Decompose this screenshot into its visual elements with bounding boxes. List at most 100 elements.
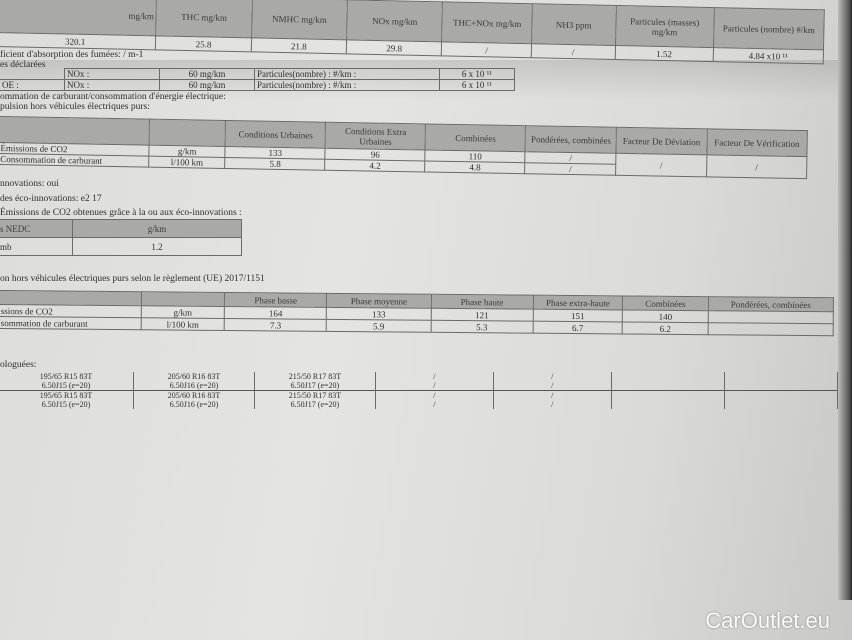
column-header: Facteur De Déviation: [616, 127, 708, 155]
value-cell: [707, 310, 834, 324]
tyre-empty-cell: [723, 381, 839, 391]
value-cell: 6.7: [532, 321, 623, 334]
tyre-row: 6.50J15 (e=20) 6.50J16 (e=20) 6.50J17 (e=2…: [0, 381, 839, 391]
tyre-empty-cell: [723, 372, 839, 381]
value-cell: 5.3: [430, 320, 533, 334]
column-header: Particules (nombre) #/km: [713, 7, 825, 50]
deviation-factor: /: [615, 153, 707, 177]
tyre-row: 6.50J15 (e=20) 6.50J16 (e=20) 6.50J17 (e=2…: [0, 400, 839, 409]
column-header: Pondérées, combinées: [525, 125, 617, 154]
value-cell: 1.52: [614, 45, 714, 62]
verification-factor: /: [706, 154, 807, 179]
column-header: Combinées: [622, 295, 709, 311]
row-prefix: [0, 68, 65, 80]
tyres-heading: ologuées:: [0, 360, 37, 370]
column-header: mg/km: [0, 0, 157, 36]
eco-cell: mb: [0, 237, 73, 256]
nox-label: NOx :: [64, 68, 160, 80]
value-cell: 4.8: [424, 160, 526, 174]
eco-co2-text: Émissions de CO2 obtenues grâce à la ou …: [0, 208, 242, 218]
pn-value: 6 x 10 ¹¹: [439, 68, 515, 80]
propulsion-heading: pulsion hors véhicules électriques purs:: [0, 102, 150, 112]
wltp-heading: on hors véhicules électriques purs selon…: [0, 274, 265, 284]
column-header: NH3 ppm: [531, 3, 616, 46]
tyre-row: 195/65 R15 83T 205/60 R16 83T 215/50 R17 8…: [0, 372, 839, 381]
tyre-cell: 6.50J16 (e=20): [133, 381, 255, 391]
tyre-cell: /: [492, 400, 612, 409]
tyre-cell: /: [374, 390, 494, 400]
tyre-cell: 215/50 R17 83T: [253, 390, 376, 400]
row-label: Consommation de carburant: [0, 153, 149, 168]
eco-cell: 1.2: [72, 237, 242, 256]
nox-label: NOx :: [64, 79, 160, 91]
tyre-empty-cell: [610, 372, 725, 381]
value-cell: /: [531, 43, 616, 60]
value-cell: [707, 322, 834, 336]
pn-label: Particules(nombre) : #/km :: [254, 68, 440, 80]
column-header: Phase haute: [431, 294, 534, 310]
value-cell: 6.2: [622, 321, 708, 335]
column-header: [141, 291, 225, 307]
tyre-cell: /: [492, 372, 612, 381]
tyre-cell: 215/50 R17 83T: [253, 372, 376, 381]
tyre-cell: /: [374, 400, 494, 409]
eco-code-text: des éco-innovations: e2 17: [0, 194, 102, 204]
column-header: THC+NOx mg/km: [442, 1, 533, 44]
value-cell: 7.3: [224, 318, 327, 332]
declared-values-heading: es déclarées: [0, 60, 46, 70]
tyre-cell: 195/65 R15 83T: [0, 390, 135, 400]
tyre-cell: 6.50J17 (e=20): [253, 400, 376, 409]
nox-value: 60 mg/km: [159, 79, 255, 91]
tyre-empty-cell: [723, 390, 839, 400]
tyre-empty-cell: [610, 381, 725, 391]
tyre-empty-cell: [610, 400, 725, 409]
tyre-cell: 6.50J16 (e=20): [133, 400, 255, 409]
column-header: NOx mg/km: [346, 0, 443, 42]
column-header: Facteur De Vérification: [706, 128, 808, 157]
tyre-cell: 205/60 R16 83T: [133, 390, 255, 400]
tyre-cell: /: [374, 372, 494, 381]
row-prefix: OE :: [0, 79, 65, 91]
column-header: [0, 116, 150, 146]
value-cell: 140: [622, 309, 709, 323]
tyre-cell: /: [492, 381, 612, 391]
value-cell: 151: [532, 309, 623, 322]
column-header: Combinées: [425, 123, 526, 152]
eco-header: g/km: [72, 219, 242, 238]
row-label: sommation de carburant: [0, 316, 141, 330]
column-header: Conditions Extra Urbaines: [325, 122, 426, 150]
pn-value: 6 x 10 ¹¹: [439, 79, 515, 91]
watermark-logo: CarOutlet.eu: [705, 608, 830, 633]
value-cell: /: [524, 162, 616, 176]
value-cell: 133: [326, 307, 432, 321]
pn-label: Particules(nombre) : #/km :: [254, 79, 440, 91]
page-edge: [838, 0, 852, 600]
column-header: [0, 290, 142, 306]
tyre-cell: /: [492, 390, 612, 400]
value-cell: 320.1: [0, 32, 157, 50]
value-cell: l/100 km: [140, 317, 225, 331]
value-cell: /: [441, 41, 532, 58]
tyre-cell: /: [374, 381, 494, 391]
value-cell: 121: [430, 308, 533, 322]
value-cell: 25.8: [155, 35, 252, 52]
tyre-empty-cell: [610, 390, 725, 400]
eco-innovations-text: nnovations: oui: [0, 179, 59, 189]
value-cell: 29.8: [346, 39, 443, 56]
consumption-heading: ommation de carburant/consommation d'éne…: [0, 92, 226, 102]
column-header: Pondérées, combinées: [708, 296, 834, 312]
column-header: Phase moyenne: [326, 293, 432, 309]
tyre-cell: 6.50J15 (e=20): [0, 400, 135, 409]
tyre-cell: 205/60 R16 83T: [133, 372, 255, 381]
value-cell: 164: [224, 306, 327, 320]
value-cell: 5.9: [326, 319, 431, 333]
value-cell: 5.8: [225, 157, 326, 171]
nedc-table: Conditions Urbaines Conditions Extra Urba…: [0, 116, 808, 179]
value-cell: 21.8: [251, 37, 347, 54]
column-header: Conditions Urbaines: [225, 120, 326, 149]
tyre-empty-cell: [723, 400, 839, 409]
column-header: THC mg/km: [156, 0, 253, 38]
tyre-cell: 195/65 R15 83T: [0, 372, 135, 381]
value-cell: g/km: [140, 305, 225, 319]
value-cell: l/100 km: [148, 156, 226, 169]
